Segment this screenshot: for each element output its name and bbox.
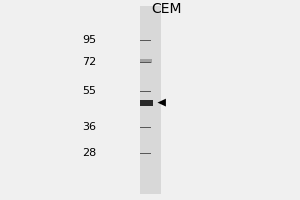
Bar [140, 6, 160, 194]
Text: 28: 28 [82, 148, 96, 158]
Text: CEM: CEM [151, 2, 182, 16]
Bar [140, 59, 152, 63]
Text: 55: 55 [82, 86, 96, 96]
Text: 36: 36 [82, 122, 96, 132]
Polygon shape [158, 99, 166, 107]
Text: 72: 72 [82, 57, 96, 67]
Text: 95: 95 [82, 35, 96, 45]
Bar [140, 100, 153, 106]
